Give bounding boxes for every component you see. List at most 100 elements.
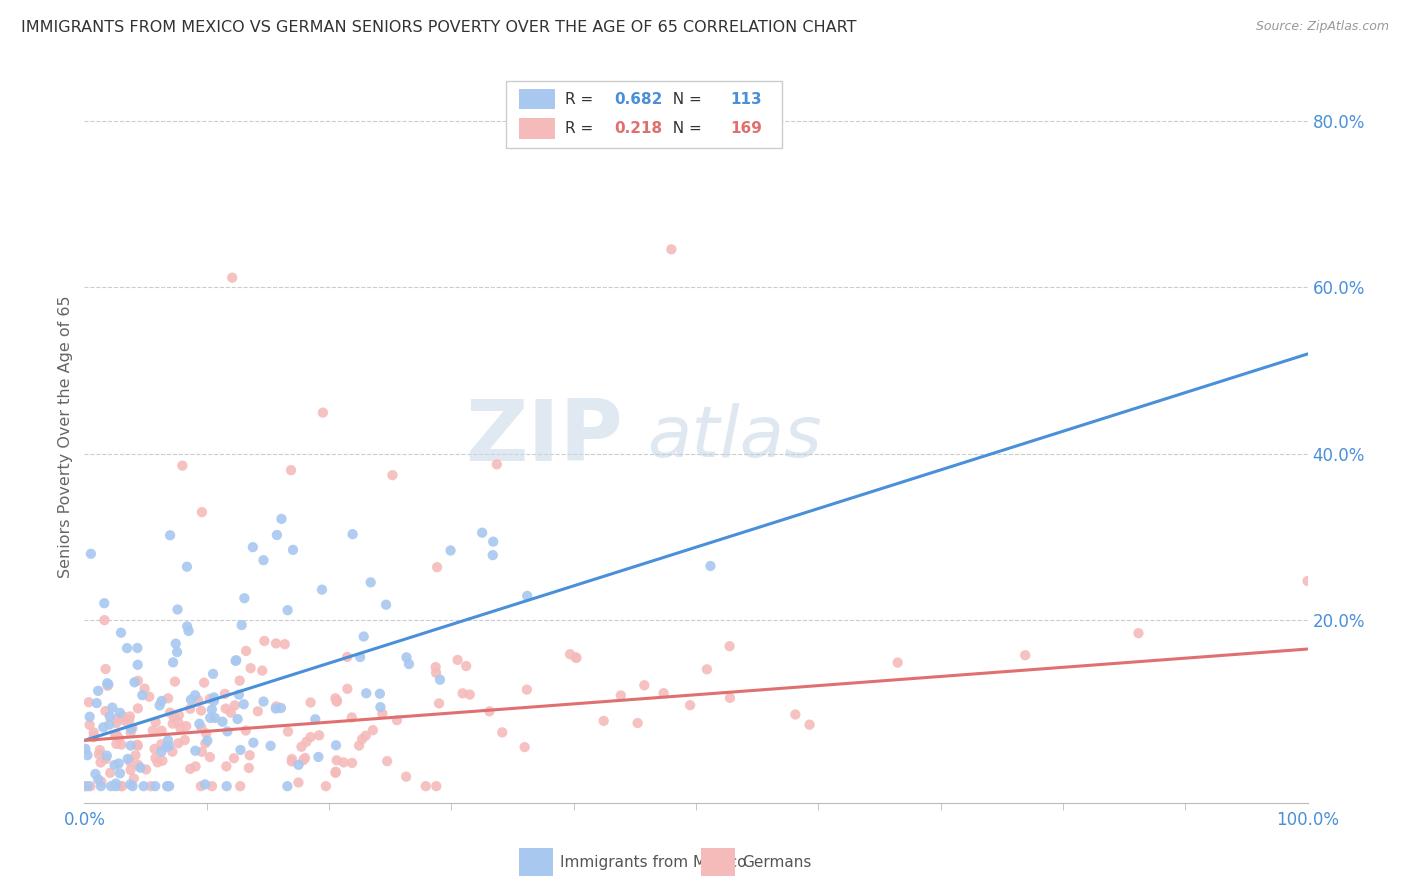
- Point: [110, 779, 132, 793]
- Point: [281, 542, 304, 557]
- Point: [127, 673, 149, 688]
- Text: 0.218: 0.218: [614, 121, 662, 136]
- Point: [87, 747, 110, 762]
- Point: [370, 700, 392, 714]
- Point: [166, 645, 188, 659]
- Point: [169, 722, 191, 736]
- Point: [485, 458, 508, 472]
- Point: [105, 737, 128, 751]
- Point: [232, 697, 254, 711]
- Point: [86, 696, 108, 710]
- Point: [149, 698, 172, 713]
- Point: [118, 755, 141, 769]
- Point: [104, 728, 127, 742]
- Point: [349, 650, 371, 665]
- Point: [456, 659, 478, 673]
- Point: [142, 723, 165, 738]
- Point: [127, 758, 149, 772]
- Point: [156, 779, 179, 793]
- Point: [325, 739, 347, 753]
- Point: [277, 603, 299, 617]
- Point: [157, 779, 180, 793]
- Point: [304, 712, 326, 726]
- Point: [565, 651, 588, 665]
- Point: [250, 664, 273, 678]
- Point: [120, 777, 142, 791]
- Point: [238, 761, 260, 775]
- Point: [184, 759, 207, 773]
- Point: [252, 694, 274, 708]
- Point: [353, 630, 375, 644]
- Point: [425, 779, 447, 793]
- Point: [191, 745, 214, 759]
- Point: [129, 761, 152, 775]
- Point: [176, 559, 198, 574]
- Point: [100, 779, 122, 793]
- Point: [312, 406, 335, 420]
- Point: [96, 679, 118, 693]
- Point: [120, 739, 142, 753]
- Point: [307, 750, 329, 764]
- Point: [219, 706, 242, 720]
- Point: [361, 723, 384, 738]
- Point: [229, 779, 252, 793]
- Point: [143, 742, 166, 756]
- Point: [287, 775, 309, 789]
- Point: [225, 654, 247, 668]
- Text: R =: R =: [565, 121, 598, 136]
- Text: 169: 169: [730, 121, 762, 136]
- Point: [138, 690, 160, 704]
- Point: [194, 777, 217, 791]
- Point: [558, 647, 581, 661]
- Point: [299, 730, 322, 744]
- Point: [157, 733, 180, 747]
- Point: [235, 723, 257, 738]
- Point: [76, 748, 98, 763]
- Point: [110, 738, 132, 752]
- Point: [242, 736, 264, 750]
- Point: [145, 715, 167, 730]
- Point: [516, 682, 538, 697]
- Point: [198, 750, 221, 764]
- Point: [295, 735, 318, 749]
- Point: [134, 681, 156, 696]
- Point: [287, 757, 309, 772]
- Point: [270, 512, 292, 526]
- Point: [190, 704, 212, 718]
- Point: [429, 673, 451, 687]
- Point: [1296, 574, 1319, 588]
- Point: [76, 779, 98, 793]
- Point: [115, 641, 138, 656]
- Point: [398, 657, 420, 671]
- Text: Immigrants from Mexico: Immigrants from Mexico: [560, 855, 747, 870]
- Point: [491, 725, 513, 739]
- Point: [187, 693, 209, 707]
- Point: [564, 650, 586, 665]
- Point: [224, 698, 246, 713]
- Point: [132, 779, 155, 793]
- Point: [167, 715, 190, 730]
- Point: [135, 763, 157, 777]
- Point: [415, 779, 437, 793]
- Point: [94, 662, 117, 676]
- Point: [96, 676, 118, 690]
- Y-axis label: Seniors Poverty Over the Age of 65: Seniors Poverty Over the Age of 65: [58, 296, 73, 578]
- Point: [325, 691, 347, 706]
- Point: [264, 699, 287, 714]
- Point: [118, 713, 141, 727]
- Point: [104, 776, 127, 790]
- Point: [458, 688, 481, 702]
- FancyBboxPatch shape: [506, 81, 782, 148]
- Point: [79, 718, 101, 732]
- Point: [1128, 626, 1150, 640]
- Point: [87, 684, 110, 698]
- Point: [108, 766, 131, 780]
- Point: [211, 714, 233, 729]
- Point: [157, 691, 180, 706]
- Point: [266, 528, 288, 542]
- Point: [659, 242, 682, 256]
- Point: [145, 751, 167, 765]
- Point: [354, 686, 377, 700]
- Point: [105, 728, 128, 742]
- Point: [592, 714, 614, 728]
